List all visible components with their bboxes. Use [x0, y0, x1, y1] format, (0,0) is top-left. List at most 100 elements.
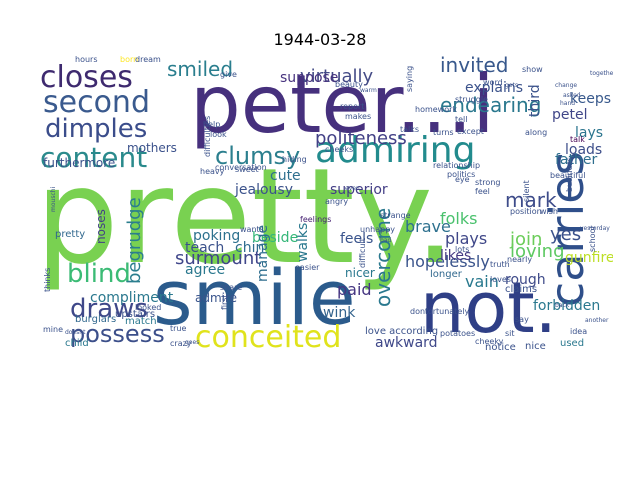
cloud-word: third: [527, 84, 543, 117]
cloud-word: chin: [235, 240, 264, 256]
cloud-word: lots: [455, 245, 469, 254]
cloud-word: true: [170, 324, 186, 333]
cloud-word: petel: [552, 107, 588, 123]
cloud-word: blind: [67, 259, 131, 289]
cloud-word: together: [590, 70, 613, 77]
cloud-word: used: [560, 338, 584, 349]
cloud-word: wink: [323, 305, 356, 321]
cloud-word: doesnt: [65, 329, 86, 336]
cloud-word: mark: [505, 188, 557, 212]
cloud-word: unhappy: [360, 225, 395, 234]
cloud-word: hours: [75, 55, 98, 64]
cloud-word: fortunately: [425, 307, 469, 316]
cloud-word: explains: [465, 80, 523, 96]
cloud-word: content: [40, 141, 147, 174]
cloud-word: idea: [570, 327, 587, 336]
cloud-word: beauty: [335, 80, 363, 89]
cloud-word: father: [555, 152, 597, 168]
cloud-word: endearing: [440, 93, 541, 117]
cloud-word: school: [588, 226, 597, 252]
cloud-word: makes: [345, 112, 371, 121]
cloud-word: asked: [563, 92, 581, 99]
cloud-word: lays: [575, 125, 603, 141]
cloud-word: poking: [193, 228, 240, 244]
cloud-word: saying: [405, 66, 414, 92]
cloud-word: bad: [380, 237, 391, 244]
cloud-word: mouschi: [50, 186, 57, 212]
cloud-word: peter...i: [190, 58, 495, 151]
cloud-word: help: [203, 120, 220, 129]
cloud-word: conversation: [215, 163, 267, 172]
cloud-word: plays: [445, 229, 487, 248]
cloud-word: feelings: [300, 215, 331, 224]
cloud-word: virtually: [300, 66, 374, 87]
cloud-word: beautiful: [550, 171, 585, 180]
cloud-word: cute: [270, 168, 301, 184]
cloud-word: furthermore: [43, 156, 115, 170]
cloud-word: manage: [255, 225, 271, 282]
cloud-word: child: [65, 338, 89, 349]
cloud-word: hopelessly: [405, 252, 490, 271]
cloud-word: loads: [565, 142, 602, 158]
cloud-word: cheeks: [325, 145, 353, 154]
cloud-word: thinks: [43, 268, 52, 292]
cloud-word: smiled: [167, 57, 233, 81]
cloud-word: give: [220, 70, 237, 79]
cloud-word: pretty: [55, 229, 85, 240]
cloud-word: warm: [360, 87, 377, 94]
cloud-word: claims: [505, 284, 537, 295]
cloud-word: yesterday: [580, 225, 610, 232]
cloud-word: agree: [185, 262, 225, 278]
cloud-word: loves: [490, 275, 511, 284]
cloud-word: along: [525, 128, 547, 137]
cloud-word: love according: [365, 326, 438, 337]
cloud-word: another: [585, 317, 609, 324]
cloud-word: angry: [325, 197, 348, 206]
cloud-word: back: [555, 302, 570, 309]
cloud-word: smile: [153, 253, 356, 342]
cloud-word: noses: [94, 209, 108, 244]
cloud-word: heavy: [200, 167, 225, 176]
cloud-word: begrudge: [124, 197, 145, 284]
cloud-word: feels: [340, 231, 373, 247]
cloud-word: politics: [447, 170, 475, 179]
cloud-word: nice: [525, 341, 546, 352]
cloud-word: first: [220, 294, 229, 310]
cloud-word: rough: [505, 272, 546, 288]
cloud-word: second: [43, 85, 150, 120]
cloud-word: hiding: [282, 155, 307, 164]
cloud-word: hand: [560, 100, 575, 107]
cloud-word: forbidden: [533, 298, 600, 314]
cloud-word: sit: [505, 329, 515, 338]
cloud-word: talks: [400, 125, 419, 134]
cloud-word: homework: [415, 105, 457, 114]
cloud-word: burglars: [75, 314, 116, 325]
cloud-word: match: [125, 316, 157, 327]
cloud-word: admire: [195, 291, 237, 305]
cloud-word: politeness: [315, 128, 407, 149]
cloud-word: likes: [440, 248, 471, 264]
cloud-word: truth: [490, 260, 510, 269]
cloud-word: looked: [135, 303, 161, 312]
cloud-word: jealousy: [234, 182, 293, 198]
cloud-word: vain: [465, 272, 499, 291]
cloud-word: position: [510, 207, 542, 216]
cloud-word: not.: [420, 267, 557, 349]
cloud-word: potatoes: [440, 329, 475, 338]
cloud-word: talk: [570, 135, 585, 144]
cloud-word: look: [210, 130, 227, 139]
cloud-word: brave: [405, 217, 451, 236]
cloud-word: compliment: [90, 290, 174, 306]
cloud-word: loving: [510, 241, 565, 262]
cloud-word: notice: [485, 342, 516, 353]
cloud-word: carries: [540, 151, 594, 307]
cloud-word: except: [457, 127, 484, 136]
cloud-word: change: [555, 82, 577, 89]
cloud-word: turns: [433, 128, 454, 137]
chart-title: 1944-03-28: [273, 30, 367, 49]
cloud-word: share: [220, 283, 242, 292]
cloud-word: join: [509, 229, 542, 250]
cloud-word: admiring: [315, 130, 475, 171]
cloud-word: show: [522, 65, 543, 74]
cloud-word: eye: [455, 175, 470, 184]
